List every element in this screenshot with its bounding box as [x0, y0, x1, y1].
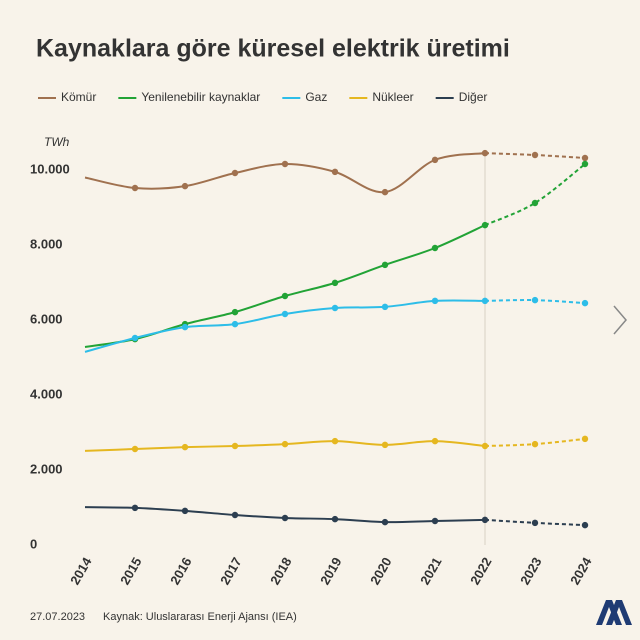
data-point: [131, 445, 139, 453]
y-tick-label: 4.000: [30, 386, 63, 401]
data-point: [481, 297, 489, 305]
legend-label: Nükleer: [372, 90, 413, 104]
data-point: [181, 443, 189, 451]
legend-label: Gaz: [305, 90, 327, 104]
legend-label: Yenilenebilir kaynaklar: [141, 90, 260, 104]
data-point: [131, 504, 139, 512]
data-point: [581, 160, 589, 168]
data-point: [181, 323, 189, 331]
data-point: [331, 168, 339, 176]
data-point: [481, 221, 489, 229]
data-point: [581, 154, 589, 162]
data-point: [431, 156, 439, 164]
data-point: [531, 199, 539, 207]
source: Kaynak: Uluslararası Enerji Ajansı (IEA): [103, 611, 297, 623]
data-point: [381, 303, 389, 311]
data-point: [481, 149, 489, 157]
data-point: [531, 151, 539, 159]
data-point: [181, 507, 189, 515]
data-point: [231, 320, 239, 328]
data-point: [281, 292, 289, 300]
y-tick-label: 6.000: [30, 311, 63, 326]
data-point: [231, 511, 239, 519]
data-point: [331, 279, 339, 287]
legend-label: Diğer: [459, 90, 488, 104]
next-arrow[interactable]: [613, 305, 627, 335]
data-point: [331, 304, 339, 312]
data-point: [431, 244, 439, 252]
data-point: [231, 442, 239, 450]
data-point: [381, 441, 389, 449]
data-point: [431, 517, 439, 525]
data-point: [581, 521, 589, 529]
data-point: [331, 437, 339, 445]
data-point: [431, 437, 439, 445]
chart-title: Kaynaklara göre küresel elektrik üretimi: [36, 35, 510, 63]
data-point: [381, 518, 389, 526]
date: 27.07.2023: [30, 611, 85, 623]
data-point: [431, 297, 439, 305]
data-point: [281, 514, 289, 522]
y-axis-label: TWh: [44, 135, 70, 149]
data-point: [531, 296, 539, 304]
data-point: [581, 435, 589, 443]
data-point: [381, 188, 389, 196]
aa-logo: [596, 600, 632, 625]
data-point: [381, 261, 389, 269]
data-point: [331, 515, 339, 523]
data-point: [531, 519, 539, 527]
y-tick-label: 2.000: [30, 461, 63, 476]
data-point: [281, 310, 289, 318]
data-point: [181, 182, 189, 190]
data-point: [231, 169, 239, 177]
data-point: [581, 299, 589, 307]
y-tick-label: 0: [30, 536, 37, 551]
data-point: [531, 440, 539, 448]
data-point: [131, 334, 139, 342]
data-point: [481, 442, 489, 450]
data-point: [481, 516, 489, 524]
y-tick-label: 8.000: [30, 236, 63, 251]
data-point: [281, 440, 289, 448]
legend-label: Kömür: [61, 90, 96, 104]
y-tick-label: 10.000: [30, 161, 70, 176]
data-point: [231, 308, 239, 316]
data-point: [281, 160, 289, 168]
data-point: [131, 184, 139, 192]
